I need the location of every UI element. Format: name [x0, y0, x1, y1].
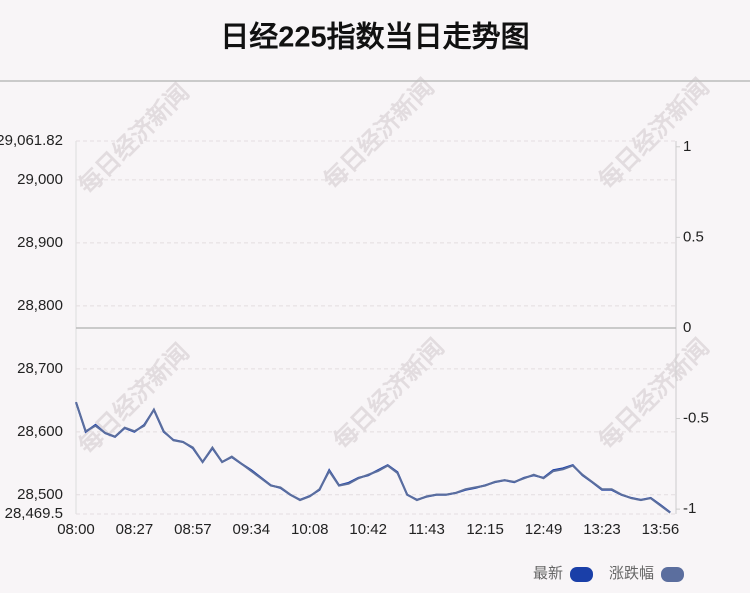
- series-line: [75, 401, 671, 514]
- legend-label: 涨跌幅: [609, 565, 654, 582]
- y-tick-label: 28,600: [17, 423, 63, 440]
- x-tick-label: 13:23: [583, 521, 621, 538]
- x-tick-label: 08:00: [57, 521, 95, 538]
- x-tick-label: 12:15: [466, 521, 504, 538]
- y2-tick-label: 0.5: [683, 228, 704, 245]
- x-tick-label: 13:56: [642, 521, 680, 538]
- legend-label: 最新: [533, 565, 563, 582]
- y-tick-label: 28,700: [17, 360, 63, 377]
- y-tick-label: 29,000: [17, 171, 63, 188]
- y2-tick-label: -0.5: [683, 409, 709, 426]
- x-tick-label: 10:42: [349, 521, 387, 538]
- x-tick-label: 11:43: [408, 521, 444, 538]
- legend-swatch: [661, 567, 684, 582]
- x-tick-label: 12:49: [525, 521, 563, 538]
- legend-swatch: [570, 567, 593, 582]
- x-tick-label: 08:57: [174, 521, 212, 538]
- y-tick-label: 28,800: [17, 297, 63, 314]
- y2-tick-label: 0: [683, 319, 691, 336]
- x-tick-label: 09:34: [233, 521, 271, 538]
- y-tick-label: 28,500: [17, 486, 63, 503]
- y2-tick-label: 1: [683, 138, 691, 155]
- x-tick-label: 08:27: [116, 521, 154, 538]
- y2-tick-label: -1: [683, 500, 696, 517]
- y-tick-label: 29,061.82: [0, 132, 63, 149]
- x-tick-label: 10:08: [291, 521, 329, 538]
- chart-title: 日经225指数当日走势图: [220, 20, 529, 54]
- y-tick-label: 28,469.5: [5, 505, 63, 522]
- y-tick-label: 28,900: [17, 234, 63, 251]
